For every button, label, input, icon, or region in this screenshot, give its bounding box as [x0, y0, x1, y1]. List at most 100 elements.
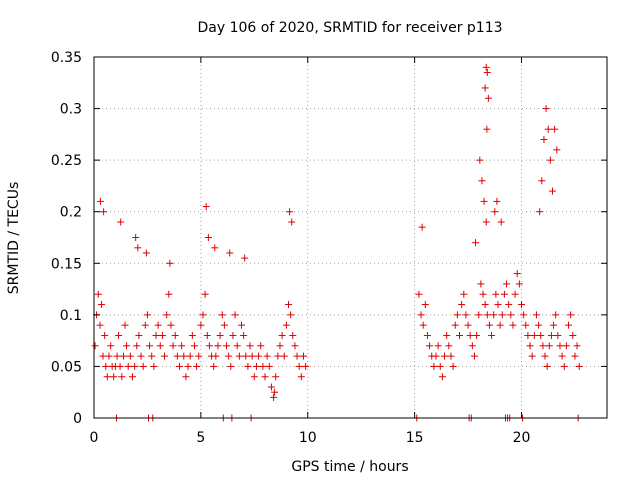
data-point	[511, 290, 519, 298]
data-point	[220, 321, 228, 329]
y-tick-label: 0.25	[51, 153, 82, 169]
data-point	[546, 156, 554, 164]
data-point	[419, 321, 427, 329]
data-point	[115, 331, 123, 339]
data-point	[441, 352, 449, 360]
data-point	[505, 301, 513, 309]
data-point	[188, 331, 196, 339]
data-point	[124, 362, 132, 370]
data-point	[532, 311, 540, 319]
data-point	[226, 249, 234, 257]
data-point	[171, 331, 179, 339]
data-point	[436, 362, 444, 370]
data-point	[211, 244, 219, 252]
data-point	[492, 290, 500, 298]
y-tick-label: 0.05	[51, 359, 82, 375]
data-point	[167, 321, 175, 329]
data-point	[540, 136, 548, 144]
data-point	[141, 321, 149, 329]
data-point	[195, 352, 203, 360]
data-point	[252, 362, 260, 370]
x-tick-labels: 0 5 10 15 20	[90, 430, 531, 446]
data-point	[216, 331, 224, 339]
data-point	[113, 352, 121, 360]
data-point	[462, 311, 470, 319]
data-point	[496, 321, 504, 329]
y-tick-label: 0.35	[51, 50, 82, 66]
y-axis-label: SRMTID / TECUs	[6, 182, 22, 295]
data-point	[102, 362, 110, 370]
chart-title: Day 106 of 2020, SRMTID for receiver p11…	[197, 20, 502, 36]
data-point	[166, 259, 174, 267]
data-point	[491, 208, 499, 216]
data-point	[94, 290, 102, 298]
data-point	[259, 362, 267, 370]
data-point	[184, 362, 192, 370]
data-point	[291, 342, 299, 350]
data-point	[229, 331, 237, 339]
data-point	[148, 352, 156, 360]
data-point	[156, 342, 164, 350]
data-point	[536, 208, 544, 216]
y-tick-label: 0.15	[51, 256, 82, 272]
data-point	[550, 321, 558, 329]
data-point	[417, 311, 425, 319]
data-point	[169, 342, 177, 350]
data-point	[227, 362, 235, 370]
data-point	[117, 218, 125, 226]
data-point	[509, 321, 517, 329]
data-point	[548, 187, 556, 195]
data-point	[214, 342, 222, 350]
data-point	[458, 301, 466, 309]
data-point	[297, 373, 305, 381]
data-point	[473, 331, 481, 339]
data-point	[482, 63, 490, 71]
data-point	[522, 321, 530, 329]
data-point	[257, 342, 265, 350]
data-point	[163, 311, 171, 319]
data-point	[267, 383, 275, 391]
data-point	[520, 311, 528, 319]
x-tick-label: 20	[513, 430, 531, 446]
data-point	[507, 311, 515, 319]
data-point	[418, 223, 426, 231]
data-point	[530, 331, 538, 339]
data-point	[105, 352, 113, 360]
data-point	[161, 352, 169, 360]
data-point	[494, 301, 502, 309]
data-point	[218, 311, 226, 319]
data-point	[565, 321, 573, 329]
data-point	[271, 388, 279, 396]
data-point	[476, 156, 484, 164]
axis-ticks	[93, 56, 607, 419]
y-tick-label: 0.1	[60, 308, 82, 324]
data-point	[246, 342, 254, 350]
data-point	[97, 301, 105, 309]
data-point	[482, 218, 490, 226]
data-point	[475, 311, 483, 319]
data-point	[483, 311, 491, 319]
x-axis-label: GPS time / hours	[291, 459, 408, 475]
data-point	[575, 362, 583, 370]
data-point	[182, 373, 190, 381]
data-point	[248, 352, 256, 360]
data-point	[553, 146, 561, 154]
data-point	[456, 331, 464, 339]
data-point	[488, 331, 496, 339]
data-point	[100, 208, 108, 216]
data-point	[225, 352, 233, 360]
data-point	[426, 342, 434, 350]
data-point	[176, 362, 183, 370]
data-point	[558, 352, 566, 360]
data-point	[302, 362, 310, 370]
data-point	[567, 311, 575, 319]
data-point	[472, 239, 480, 247]
data-point	[193, 362, 201, 370]
data-point	[541, 352, 549, 360]
data-point	[451, 321, 459, 329]
data-point	[96, 321, 104, 329]
data-point	[535, 321, 543, 329]
data-point	[131, 362, 139, 370]
data-point	[272, 373, 280, 381]
